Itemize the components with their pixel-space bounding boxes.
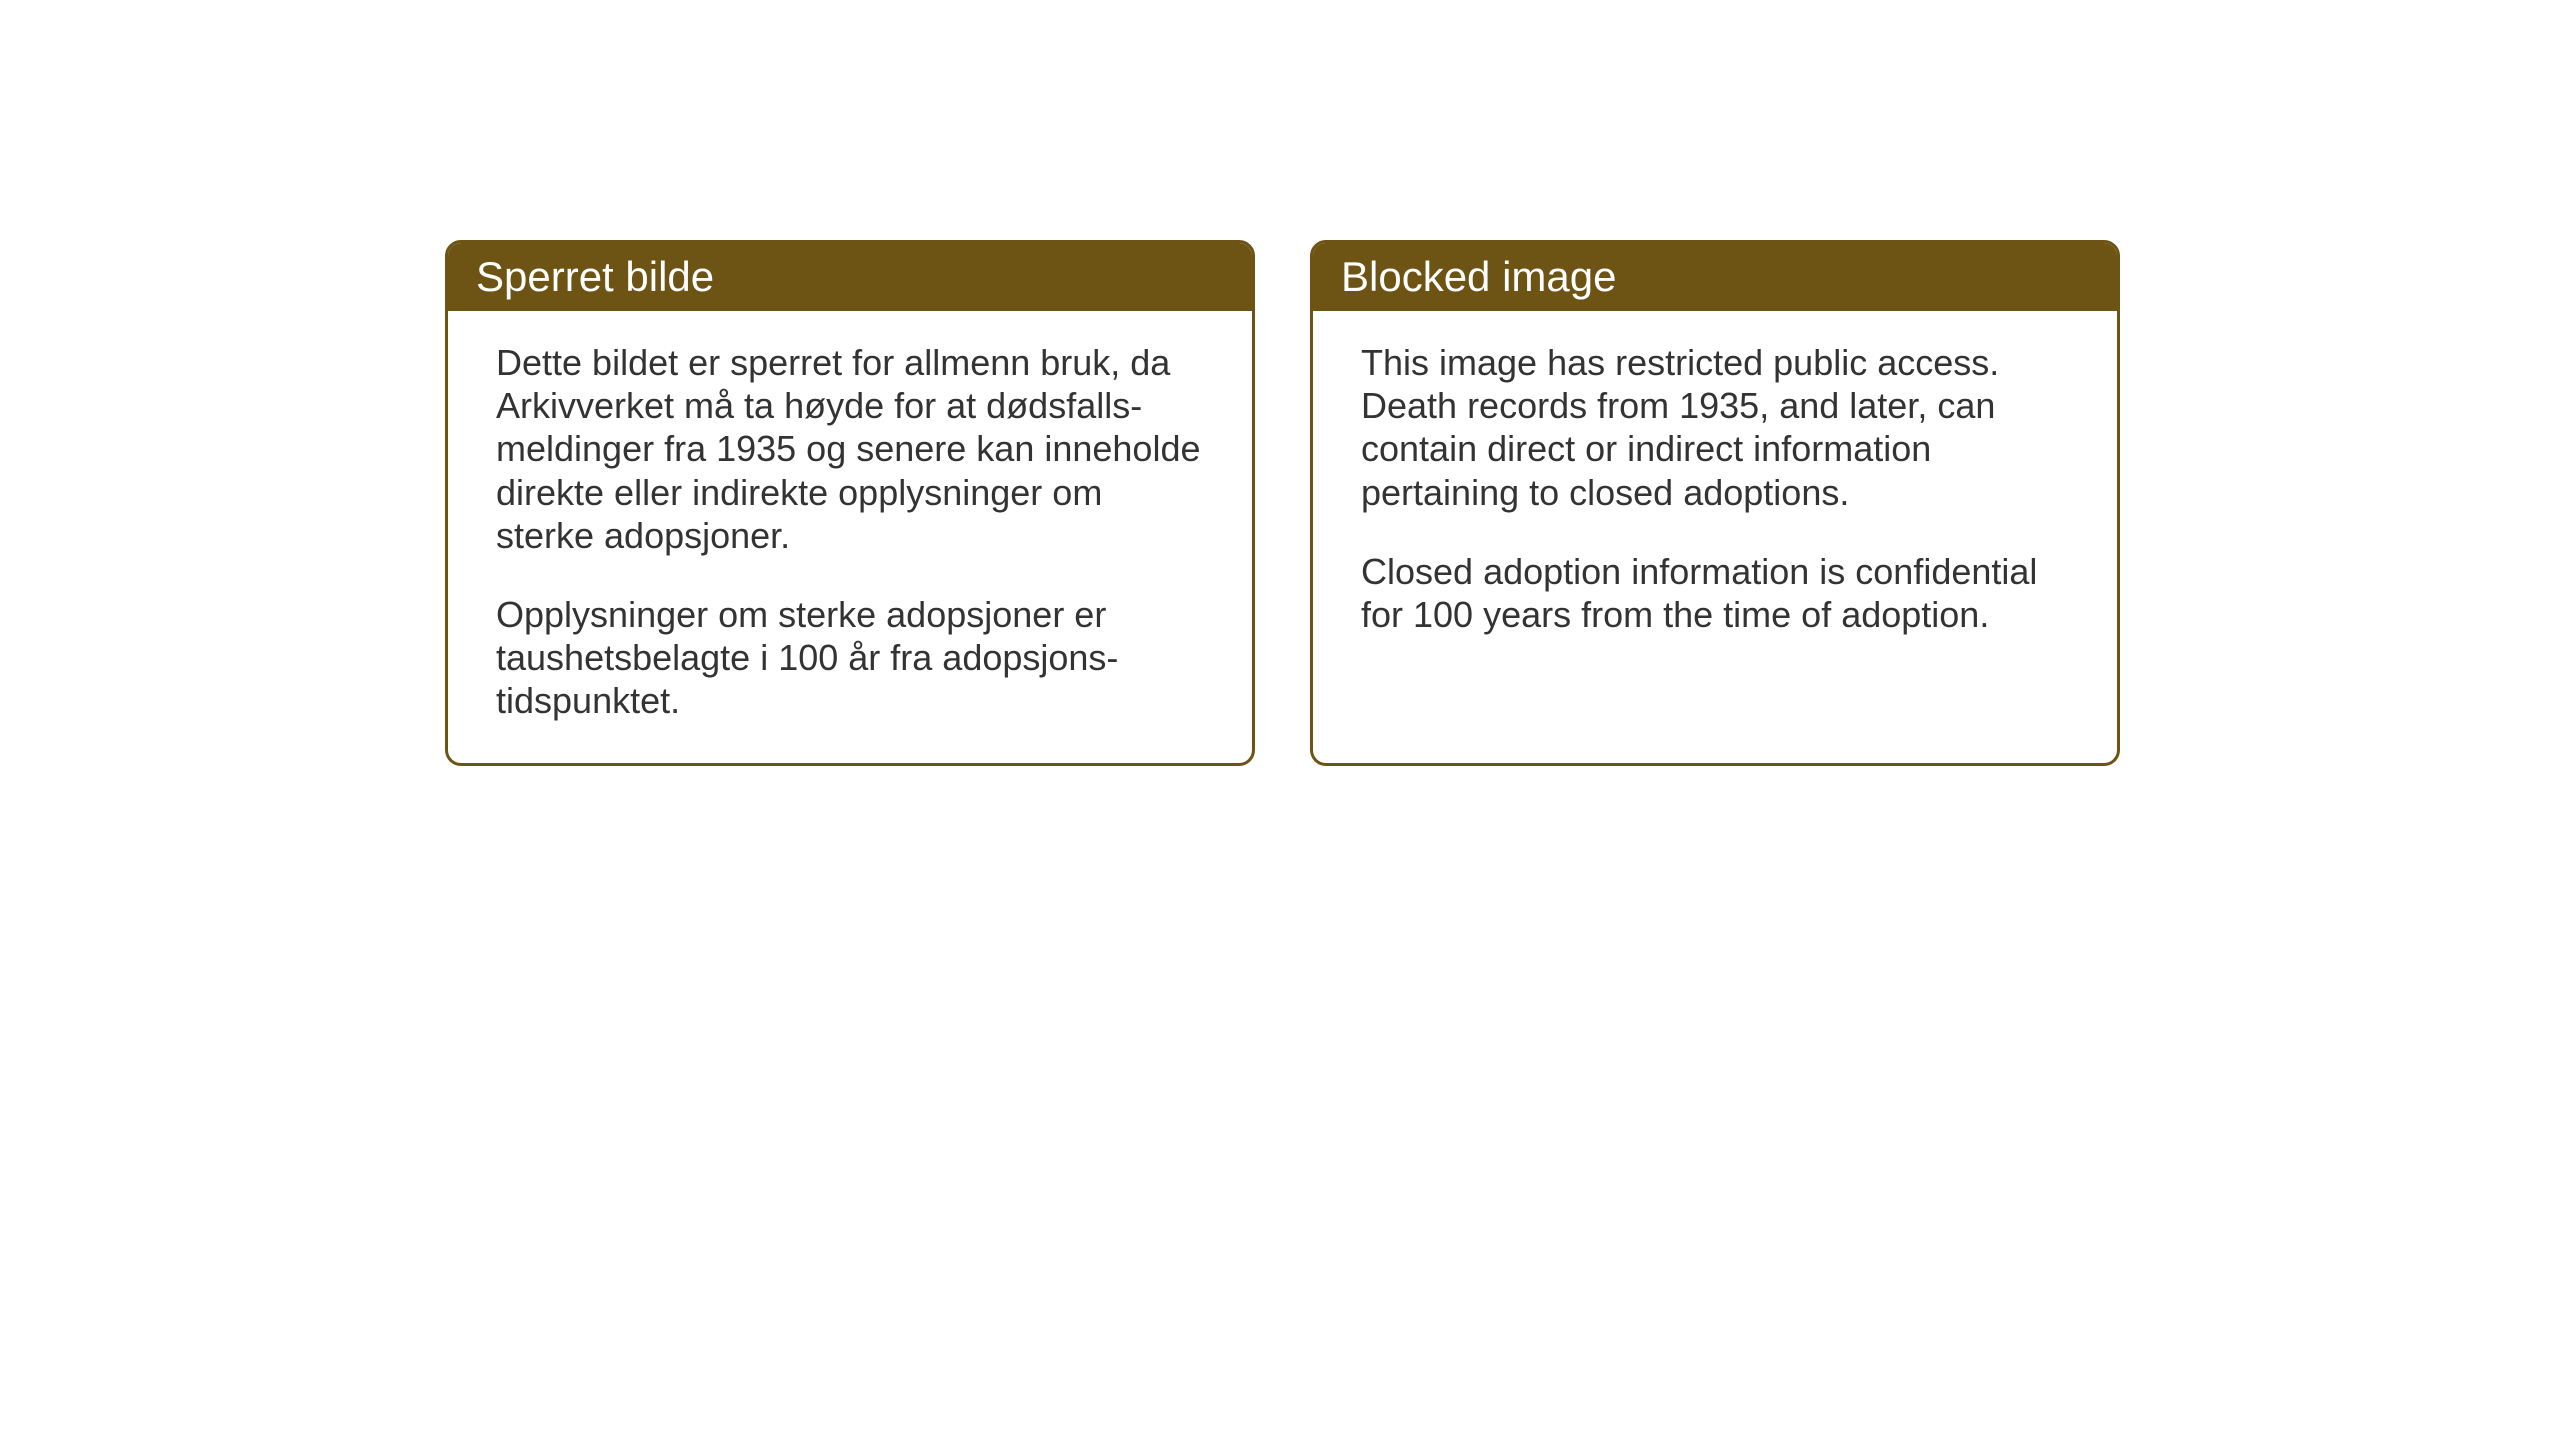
blocked-image-card-english: Blocked image This image has restricted …: [1310, 240, 2120, 766]
card-body-english: This image has restricted public access.…: [1313, 311, 2117, 676]
card-paragraph-1: Dette bildet er sperret for allmenn bruk…: [496, 341, 1204, 557]
card-title: Blocked image: [1341, 253, 1616, 300]
card-header-english: Blocked image: [1313, 243, 2117, 311]
card-title: Sperret bilde: [476, 253, 714, 300]
card-body-norwegian: Dette bildet er sperret for allmenn bruk…: [448, 311, 1252, 763]
card-paragraph-2: Closed adoption information is confident…: [1361, 550, 2069, 636]
card-header-norwegian: Sperret bilde: [448, 243, 1252, 311]
blocked-image-card-norwegian: Sperret bilde Dette bildet er sperret fo…: [445, 240, 1255, 766]
cards-container: Sperret bilde Dette bildet er sperret fo…: [445, 240, 2120, 766]
card-paragraph-1: This image has restricted public access.…: [1361, 341, 2069, 514]
card-paragraph-2: Opplysninger om sterke adopsjoner er tau…: [496, 593, 1204, 723]
